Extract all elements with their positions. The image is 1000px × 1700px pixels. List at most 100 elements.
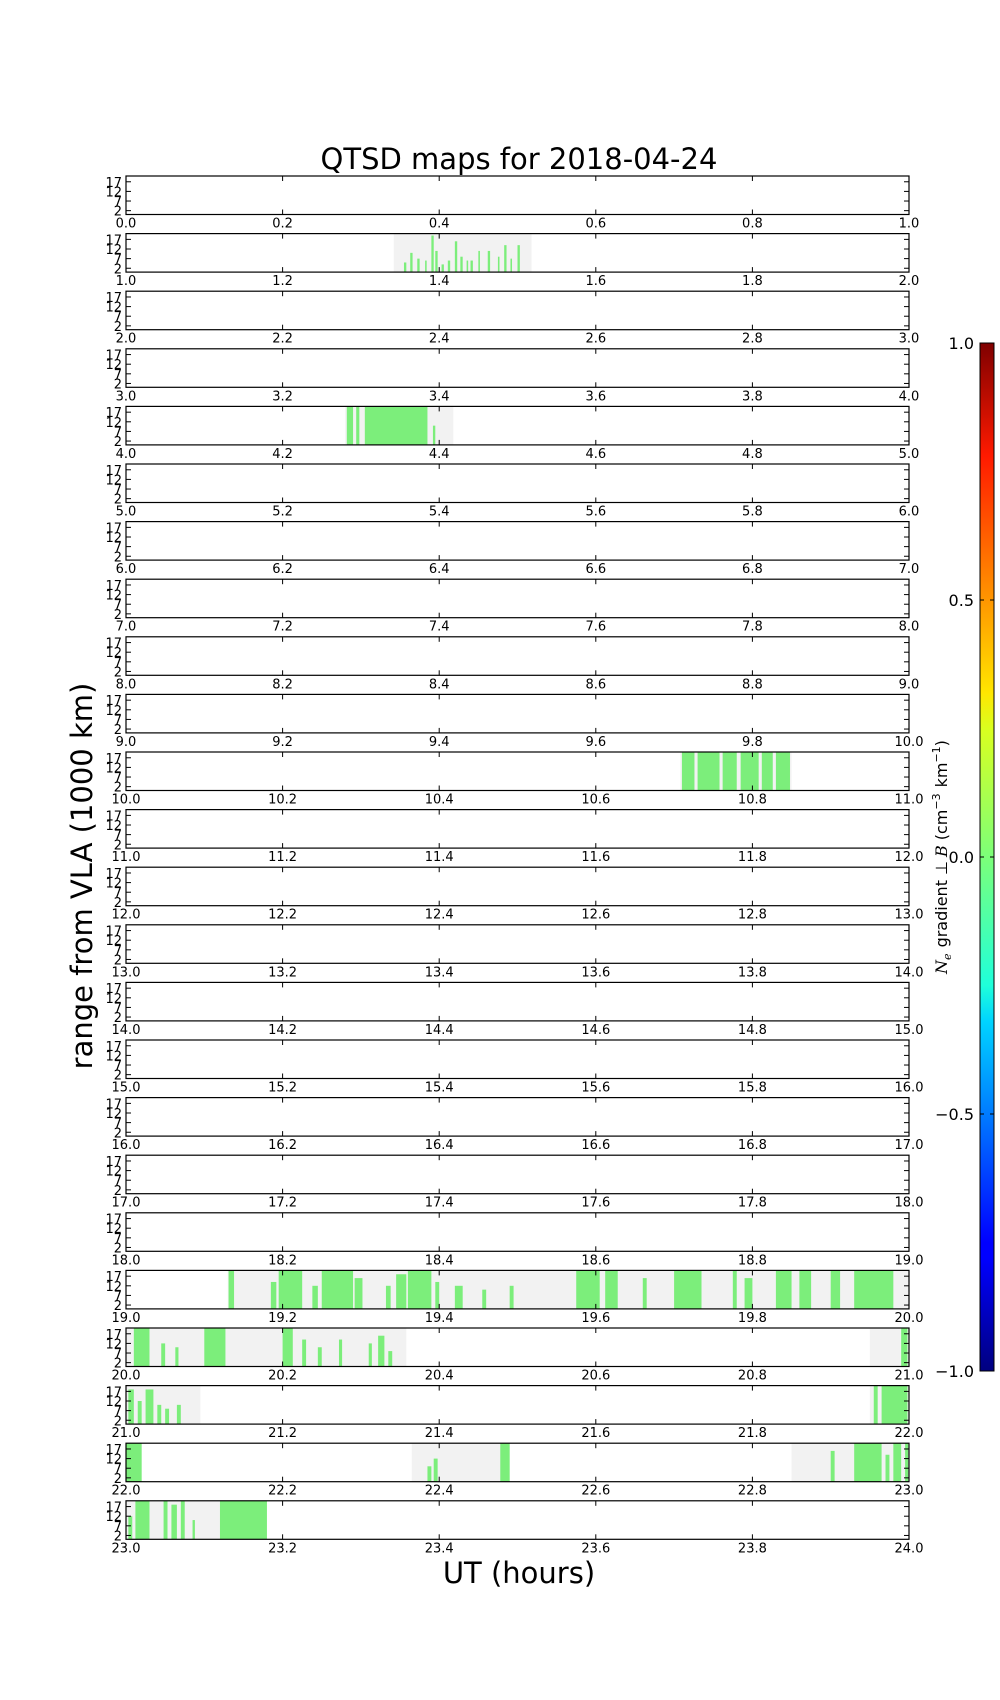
signal-bar-20-6 <box>317 1347 322 1367</box>
y-tick-label-17-0: 17 <box>105 1155 122 1170</box>
x-tick-label-18-3: 18.6 <box>581 1253 610 1268</box>
x-tick-label-4-0: 4.0 <box>116 447 137 462</box>
signal-bar-10-4 <box>761 752 773 791</box>
signal-bar-23-5 <box>192 1520 195 1540</box>
x-tick-label-5-4: 5.8 <box>742 505 763 520</box>
y-tick-label-22-0: 17 <box>105 1443 122 1458</box>
x-tick-label-12-3: 12.6 <box>581 908 610 923</box>
x-tick-label-0-4: 0.8 <box>742 217 763 232</box>
panel-frame-4 <box>125 405 910 446</box>
y-tick-label-6-3: 2 <box>114 550 122 565</box>
y-tick-label-17-3: 2 <box>114 1184 122 1199</box>
x-tick-label-2-5: 3.0 <box>899 332 920 347</box>
x-tick-label-4-5: 5.0 <box>899 447 920 462</box>
y-tick-label-0-0: 17 <box>105 176 122 191</box>
x-tick-label-16-0: 16.0 <box>112 1138 141 1153</box>
x-tick-label-15-3: 15.6 <box>581 1081 610 1096</box>
y-tick-label-20-0: 17 <box>105 1328 122 1343</box>
x-tick-label-3-4: 3.8 <box>742 389 763 404</box>
signal-bar-19-20 <box>799 1270 812 1309</box>
y-tick-label-14-1: 12 <box>105 992 122 1007</box>
signal-bar-20-9 <box>378 1335 385 1367</box>
x-tick-label-6-0: 6.0 <box>116 562 137 577</box>
y-tick-label-14-0: 17 <box>105 982 122 997</box>
x-tick-label-3-3: 3.6 <box>585 389 606 404</box>
x-tick-label-5-5: 6.0 <box>899 505 920 520</box>
x-tick-label-8-1: 8.2 <box>272 677 293 692</box>
x-tick-label-2-3: 2.6 <box>585 332 606 347</box>
signal-bar-10-2 <box>722 752 737 791</box>
x-tick-label-9-5: 10.0 <box>895 735 924 750</box>
y-tick-label-16-2: 7 <box>114 1117 122 1132</box>
signal-bar-22-4 <box>830 1450 835 1482</box>
y-tick-label-15-2: 7 <box>114 1059 122 1074</box>
signal-bar-1-5 <box>435 250 438 273</box>
y-tick-label-6-0: 17 <box>105 521 122 536</box>
x-tick-label-6-3: 6.6 <box>585 562 606 577</box>
signal-bar-21-6 <box>873 1385 878 1425</box>
y-tick-label-0-2: 7 <box>114 195 122 210</box>
signal-bar-19-21 <box>830 1270 841 1309</box>
y-tick-label-8-0: 17 <box>105 637 122 652</box>
x-tick-label-15-1: 15.2 <box>268 1081 297 1096</box>
colorbar-label-km: km <box>932 763 951 788</box>
signal-bar-19-16 <box>674 1270 702 1309</box>
colorbar-label-b: B <box>932 845 951 858</box>
y-tick-label-21-2: 7 <box>114 1405 122 1420</box>
x-tick-label-16-1: 16.2 <box>268 1138 297 1153</box>
panel-frame-10 <box>125 751 910 792</box>
signal-bar-23-0 <box>128 1516 133 1540</box>
y-tick-label-18-0: 17 <box>105 1213 122 1228</box>
y-tick-label-16-0: 17 <box>105 1097 122 1112</box>
x-tick-label-14-2: 14.4 <box>425 1023 454 1038</box>
y-tick-label-0-1: 12 <box>105 185 122 200</box>
signal-bar-4-3 <box>432 425 436 445</box>
colorbar-label-exp2: −1 <box>930 746 943 762</box>
signal-bar-10-3 <box>740 752 759 791</box>
signal-bar-1-13 <box>487 250 491 273</box>
panel-frame-0 <box>125 175 910 216</box>
panel-frame-1 <box>125 233 910 273</box>
x-tick-label-13-0: 13.0 <box>112 965 141 980</box>
coverage-22-1 <box>411 1443 510 1482</box>
x-tick-label-10-4: 10.8 <box>738 793 767 808</box>
signal-bar-10-5 <box>775 752 790 791</box>
y-tick-label-2-0: 17 <box>105 291 122 306</box>
y-tick-label-13-2: 7 <box>114 944 122 959</box>
signal-bar-1-11 <box>470 260 473 273</box>
x-tick-label-4-1: 4.2 <box>272 447 293 462</box>
signal-bar-22-8 <box>905 1443 909 1482</box>
x-tick-label-9-0: 9.0 <box>116 735 137 750</box>
x-tick-label-5-3: 5.6 <box>585 505 606 520</box>
panel-frame-21 <box>125 1384 910 1425</box>
signal-bar-20-3 <box>204 1328 226 1367</box>
y-tick-label-3-0: 17 <box>105 349 122 364</box>
signal-bar-19-10 <box>454 1285 463 1309</box>
x-tick-label-6-1: 6.2 <box>272 562 293 577</box>
signal-bar-20-10 <box>388 1351 393 1367</box>
signal-bar-19-15 <box>642 1278 647 1309</box>
signal-bar-20-0 <box>133 1328 150 1367</box>
x-tick-label-10-5: 11.0 <box>895 793 924 808</box>
y-tick-label-9-2: 7 <box>114 713 122 728</box>
x-tick-label-19-1: 19.2 <box>268 1311 297 1326</box>
signal-bar-1-1 <box>410 252 413 273</box>
panel-frame-11 <box>125 808 910 849</box>
signal-bar-10-0 <box>681 752 695 791</box>
colorbar: 1.0 0.5 0.0 −0.5 −1.0 Ne gradient ⊥ B (cm−3 km−1… <box>930 334 995 1381</box>
x-tick-label-18-0: 18.0 <box>112 1253 141 1268</box>
